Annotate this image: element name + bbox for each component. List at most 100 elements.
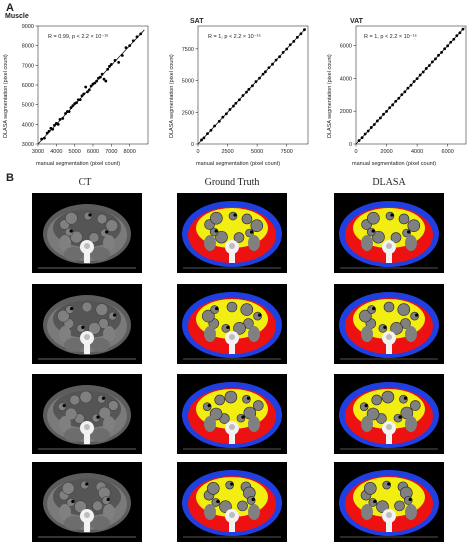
spinous-process	[229, 253, 235, 263]
data-point	[104, 79, 108, 83]
spinous-process	[386, 253, 392, 263]
bowel-loop	[81, 301, 93, 313]
data-point	[363, 132, 367, 136]
data-point	[53, 123, 56, 127]
data-point	[261, 72, 265, 76]
bowel-loop	[108, 400, 119, 411]
bowel-loop	[209, 407, 223, 421]
bowel-gas	[96, 415, 100, 419]
bowel-gas	[251, 497, 255, 502]
muscle-plot: Muscle R = 0.99, p < 2.2 × 10⁻¹⁶ DLASA s…	[0, 8, 155, 168]
bowel-loop	[57, 309, 70, 323]
back-muscle-left	[64, 516, 84, 530]
bowel-loop	[383, 301, 395, 313]
data-point	[369, 126, 373, 129]
data-point	[113, 59, 117, 62]
scan-image	[339, 292, 439, 360]
scan-image	[38, 204, 136, 269]
x-tick-label: 3000	[32, 149, 44, 155]
back-muscle-right	[90, 428, 110, 442]
sat-chart: 0 2500 5000 7500 0 2500 5000 7500	[182, 25, 309, 155]
bowel-loop	[359, 309, 372, 323]
bowel-loop	[398, 213, 410, 225]
data-point	[89, 84, 93, 88]
data-point	[100, 72, 104, 76]
data-point	[245, 90, 248, 94]
bowel-loop	[241, 213, 253, 225]
spinous-process	[84, 344, 90, 354]
right-kidney	[248, 504, 260, 520]
ct-scan-row-2	[32, 284, 142, 364]
back-muscle-right	[90, 516, 110, 530]
x-tick-label: 8000	[124, 149, 136, 155]
data-point	[418, 73, 422, 77]
data-point	[449, 40, 453, 44]
bowel-loop	[237, 500, 248, 512]
scan-image	[38, 385, 136, 450]
data-point	[98, 75, 102, 79]
column-header-dlasa: DLASA	[372, 177, 406, 188]
y-tick-label: 0	[191, 142, 194, 148]
data-point	[446, 44, 450, 48]
back-muscle-left	[64, 338, 84, 352]
x-axis-label: manual segmentation (pixel count)	[196, 161, 281, 167]
left-kidney	[59, 235, 71, 251]
data-point	[430, 60, 434, 64]
data-point	[437, 53, 440, 57]
data-point	[71, 104, 75, 108]
y-axis-label: DLASA segmentation (pixel count)	[3, 54, 9, 138]
bowel-loop	[250, 219, 264, 232]
left-kidney	[59, 326, 71, 342]
vat-plot: VAT R = 1, p < 2.2 × 10⁻¹⁶ DLASA segment…	[318, 8, 473, 168]
bowel-gas	[62, 404, 66, 408]
bowel-loop	[363, 482, 377, 495]
spinous-process	[386, 434, 392, 444]
bowel-loop	[219, 500, 232, 513]
x-tick-label: 5000	[69, 149, 81, 155]
data-point	[412, 80, 416, 83]
bowel-loop	[215, 230, 228, 244]
bowel-loop	[69, 394, 81, 406]
data-point	[200, 138, 203, 142]
vertebral-canal	[386, 424, 392, 430]
data-point	[458, 31, 462, 35]
plot-frame	[197, 25, 309, 145]
data-point	[434, 57, 437, 61]
data-point	[452, 37, 456, 41]
bowel-gas	[250, 230, 254, 234]
bowel-loop	[70, 230, 83, 244]
bowel-gas	[101, 396, 106, 400]
left-kidney	[204, 235, 216, 251]
data-point	[372, 123, 376, 126]
bowel-loop	[88, 232, 100, 243]
bowel-gas	[233, 213, 237, 217]
bowel-gas	[70, 306, 74, 311]
data-point	[80, 94, 84, 98]
spinous-process	[386, 344, 392, 354]
bowel-loop	[381, 390, 395, 404]
bowel-loop	[96, 213, 108, 225]
data-point	[247, 87, 251, 91]
bowel-gas	[226, 325, 230, 329]
ground-truth-scan-row-2	[177, 284, 287, 364]
bowel-loop	[92, 500, 103, 512]
vertebral-canal	[386, 334, 392, 340]
left-kidney	[361, 326, 373, 342]
bowel-gas	[387, 482, 391, 486]
sat-plot: SAT R = 1, p < 2.2 × 10⁻¹⁶ DLASA segment…	[160, 8, 315, 168]
bowel-loop	[224, 390, 238, 404]
data-point	[241, 94, 245, 97]
back-muscle-right	[90, 338, 110, 352]
vertebral-canal	[84, 243, 90, 249]
data-point	[357, 139, 361, 142]
data-point	[87, 88, 91, 92]
back-muscle-left	[64, 428, 84, 442]
y-axis-label: DLASA segmentation (pixel count)	[327, 54, 333, 138]
data-point	[406, 86, 410, 90]
data-point	[385, 109, 388, 113]
bowel-gas	[403, 396, 408, 400]
y-tick-label: 6000	[340, 44, 352, 50]
ground-truth-scan-row-1	[177, 193, 287, 273]
bowel-gas	[105, 230, 109, 234]
right-kidney	[405, 504, 417, 520]
